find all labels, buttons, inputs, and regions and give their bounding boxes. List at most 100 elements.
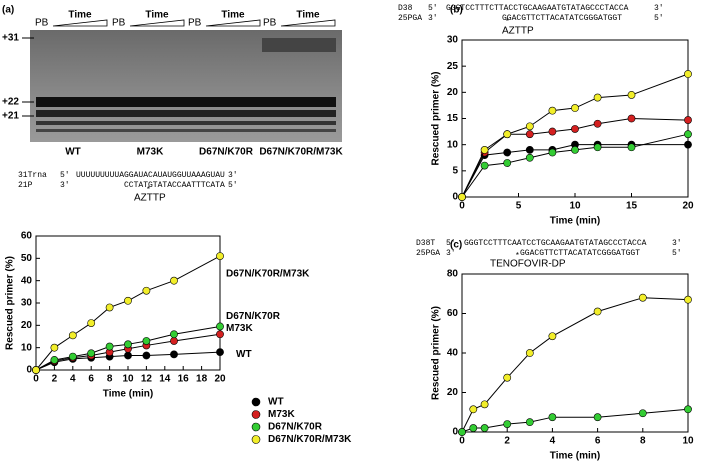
- plot-frame: [461, 39, 689, 198]
- marker-label: +21: [2, 111, 19, 122]
- data-point: [480, 424, 489, 432]
- data-point: [525, 145, 534, 154]
- data-point: [480, 145, 489, 154]
- sequence-text: UUUUUUUUUAGGAUACAUAUGGUUAAAGUAU: [76, 171, 225, 180]
- x-tick-label: 6: [595, 436, 601, 447]
- sequence-text: CCTATGTATACCAATTTCATA: [124, 181, 225, 190]
- panel-label: (a): [2, 5, 14, 16]
- y-tick-label: 0: [26, 365, 32, 376]
- x-tick-label: 10: [569, 201, 581, 212]
- data-point: [142, 286, 151, 295]
- time-label: Time: [68, 10, 92, 21]
- data-point: [638, 293, 647, 302]
- sequence-text: 3′: [428, 14, 438, 23]
- x-tick-label: 8: [107, 374, 113, 385]
- data-point: [469, 405, 478, 414]
- data-point: [216, 322, 224, 331]
- y-tick-label: 30: [21, 298, 33, 309]
- sequence-text: 3′: [228, 171, 238, 180]
- y-tick-label: 30: [447, 35, 459, 46]
- time-label: Time: [221, 10, 245, 21]
- pb-label: PB: [35, 18, 49, 29]
- star: *: [505, 18, 510, 27]
- data-point: [142, 337, 151, 345]
- sequence-text: GGGTCCTTTCTTACCTGCAAGAATGTATAGCCCTACCA: [446, 4, 629, 13]
- data-point: [525, 349, 534, 357]
- time-label: Time: [296, 10, 320, 21]
- time-wedge: [52, 19, 108, 27]
- legend-marker: [251, 397, 261, 407]
- data-point: [684, 116, 692, 124]
- x-tick-label: 4: [550, 436, 556, 447]
- fit-curve: [461, 73, 689, 198]
- x-tick-label: 20: [214, 374, 226, 385]
- nucleotide-label: AZTTP: [134, 193, 166, 204]
- pb-label: PB: [263, 18, 277, 29]
- data-point: [170, 276, 178, 285]
- sequence-text: GGACGTTCTTACATATCGGGATGGT: [502, 14, 622, 23]
- data-point: [627, 114, 636, 123]
- sequence-text: 5′: [672, 249, 682, 258]
- x-tick-label: 2: [52, 374, 58, 385]
- y-tick-label: 20: [21, 320, 33, 331]
- data-point: [593, 413, 602, 422]
- data-point: [548, 106, 557, 115]
- data-point: [525, 153, 534, 162]
- data-point: [503, 148, 512, 157]
- x-tick-label: 18: [196, 374, 208, 385]
- data-point: [142, 351, 151, 360]
- sequence-text: 3′: [672, 239, 682, 248]
- x-axis-label: Time (min): [550, 451, 600, 462]
- fit-curve: [461, 408, 689, 433]
- pb-label: PB: [188, 18, 202, 29]
- data-point: [684, 130, 692, 139]
- y-axis-label: Rescued primer (%): [431, 72, 442, 166]
- x-axis-label: Time (min): [103, 389, 153, 400]
- sequence-text: 25PGA: [398, 14, 422, 23]
- data-point: [627, 91, 636, 99]
- sequence-text: D38: [398, 4, 413, 13]
- data-point: [684, 295, 692, 304]
- data-point: [87, 349, 96, 358]
- data-point: [216, 252, 224, 260]
- y-axis-label: Rescued primer (%): [431, 306, 442, 400]
- lane-label: D67N/K70R/M73K: [259, 147, 343, 158]
- data-point: [571, 125, 579, 133]
- star: *: [146, 186, 151, 195]
- time-label: Time: [145, 10, 169, 21]
- sequence-text: 5′: [428, 4, 438, 13]
- data-point: [548, 148, 557, 157]
- x-tick-label: 0: [33, 374, 39, 385]
- legend-label: D67N/K70R/M73K: [268, 434, 352, 445]
- star: *: [515, 252, 520, 261]
- legend-marker: [251, 422, 261, 432]
- series-label: M73K: [226, 323, 253, 334]
- legend-marker: [251, 410, 261, 419]
- x-tick-label: 8: [640, 436, 646, 447]
- data-point: [684, 70, 692, 78]
- nucleotide-label: TENOFOVIR-DP: [490, 259, 566, 270]
- data-point: [627, 143, 636, 152]
- y-tick-label: 60: [21, 231, 33, 242]
- series-label: D67N/K70R/M73K: [226, 269, 310, 280]
- sequence-text: 25PGA: [416, 249, 440, 258]
- data-point: [548, 127, 557, 136]
- data-point: [503, 373, 512, 382]
- data-point: [216, 348, 224, 357]
- data-point: [638, 409, 647, 418]
- x-tick-label: 0: [459, 436, 465, 447]
- data-point: [124, 296, 132, 305]
- data-point: [593, 93, 602, 102]
- x-tick-label: 2: [504, 436, 510, 447]
- data-point: [503, 420, 512, 428]
- data-point: [105, 342, 114, 351]
- data-point: [571, 145, 579, 154]
- sequence-text: 5′: [60, 171, 70, 180]
- legend-label: D67N/K70R: [268, 422, 323, 433]
- time-wedge: [280, 19, 336, 27]
- x-tick-label: 16: [178, 374, 190, 385]
- data-point: [571, 104, 579, 112]
- data-point: [480, 161, 489, 170]
